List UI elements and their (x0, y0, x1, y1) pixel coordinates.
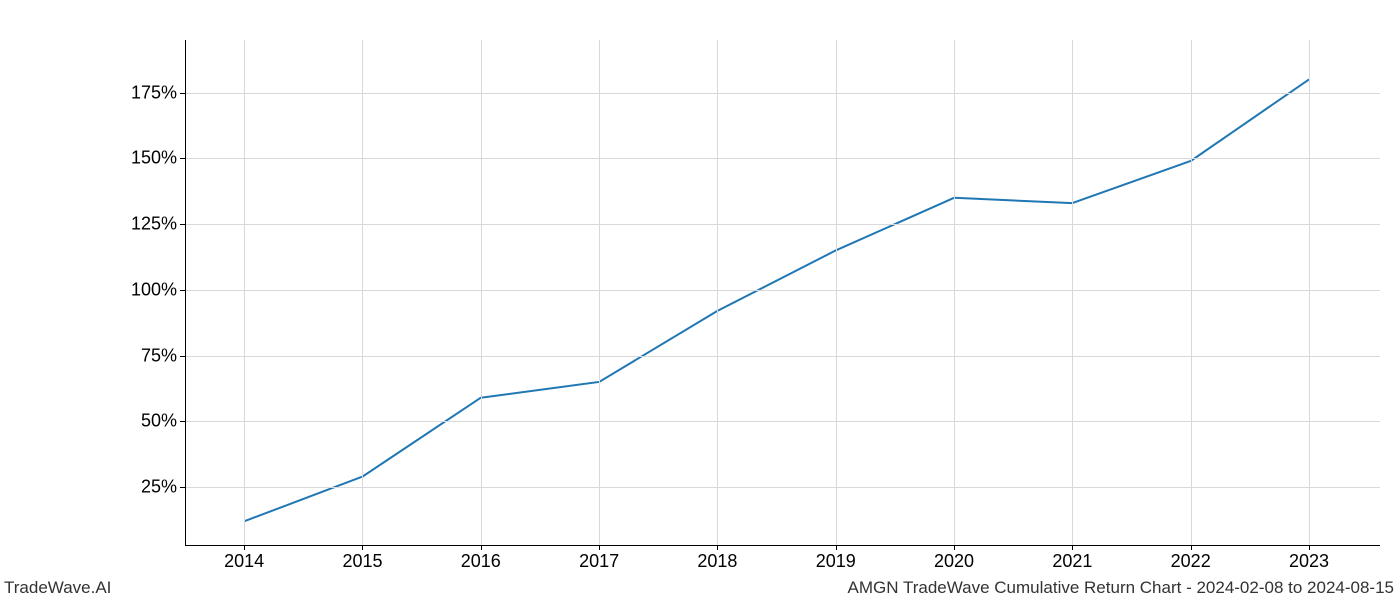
y-axis-label: 125% (131, 214, 185, 235)
y-axis-line (185, 40, 186, 545)
grid-line-vertical (1309, 40, 1310, 545)
grid-line-horizontal (185, 356, 1380, 357)
chart-container: 2014 2015 2016 2017 2018 2019 2020 2021 2022 2023… (0, 0, 1400, 600)
plot-area: 2014201520162017201820192020202120222023… (185, 40, 1380, 545)
grid-line-vertical (1072, 40, 1073, 545)
y-axis-label: 75% (141, 345, 185, 366)
grid-line-horizontal (185, 158, 1380, 159)
x-axis-label: 2018 (697, 545, 737, 572)
y-axis-label: 25% (141, 477, 185, 498)
grid-line-vertical (954, 40, 955, 545)
footer-brand: TradeWave.AI (4, 578, 111, 598)
grid-line-horizontal (185, 93, 1380, 94)
return-line (244, 79, 1309, 521)
x-axis-label: 2014 (224, 545, 264, 572)
y-axis-label: 100% (131, 279, 185, 300)
y-axis-label: 175% (131, 82, 185, 103)
x-axis-line (185, 545, 1380, 546)
x-axis-label: 2017 (579, 545, 619, 572)
grid-line-vertical (362, 40, 363, 545)
x-axis-label: 2015 (342, 545, 382, 572)
grid-line-vertical (836, 40, 837, 545)
grid-line-horizontal (185, 224, 1380, 225)
x-axis-label: 2020 (934, 545, 974, 572)
x-axis-label: 2016 (461, 545, 501, 572)
grid-line-vertical (717, 40, 718, 545)
x-axis-label: 2021 (1052, 545, 1092, 572)
x-axis-label: 2023 (1289, 545, 1329, 572)
grid-line-horizontal (185, 290, 1380, 291)
line-series (185, 40, 1380, 545)
x-axis-label: 2022 (1171, 545, 1211, 572)
grid-line-vertical (481, 40, 482, 545)
x-axis-label: 2019 (816, 545, 856, 572)
grid-line-horizontal (185, 487, 1380, 488)
grid-line-vertical (1191, 40, 1192, 545)
footer-caption: AMGN TradeWave Cumulative Return Chart -… (848, 578, 1394, 598)
y-axis-label: 150% (131, 148, 185, 169)
grid-line-horizontal (185, 421, 1380, 422)
grid-line-vertical (244, 40, 245, 545)
y-axis-label: 50% (141, 411, 185, 432)
grid-line-vertical (599, 40, 600, 545)
